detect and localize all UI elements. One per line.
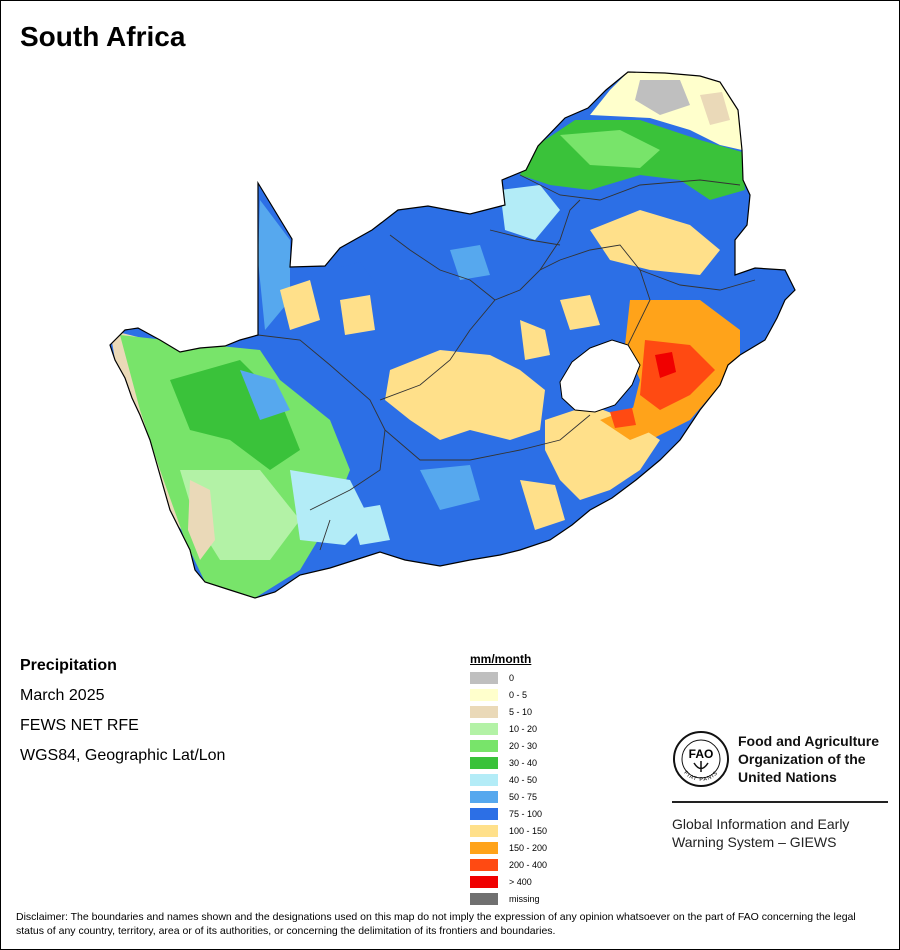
legend-item: 75 - 100 bbox=[470, 805, 547, 822]
legend-swatch bbox=[470, 824, 498, 837]
legend-item: 30 - 40 bbox=[470, 754, 547, 771]
svg-text:FAO: FAO bbox=[689, 747, 714, 761]
legend-label: 100 - 150 bbox=[509, 825, 548, 836]
legend-item: 20 - 30 bbox=[470, 737, 547, 754]
rainfall-region bbox=[120, 335, 350, 598]
rainfall-region bbox=[240, 370, 290, 420]
province-boundary-line bbox=[319, 519, 331, 551]
province-boundary-line bbox=[257, 334, 386, 511]
divider bbox=[672, 801, 888, 803]
legend-swatch bbox=[470, 858, 498, 871]
map-title: South Africa bbox=[20, 21, 186, 52]
legend-label: 50 - 75 bbox=[509, 791, 538, 802]
rainfall-region bbox=[655, 352, 676, 378]
legend-swatch bbox=[470, 756, 498, 769]
rainfall-region bbox=[560, 295, 600, 330]
disclaimer: Disclaimer: The boundaries and names sho… bbox=[16, 910, 886, 938]
province-boundary-line bbox=[379, 259, 561, 401]
legend-label: 75 - 100 bbox=[509, 808, 543, 819]
legend-item: 150 - 200 bbox=[470, 839, 547, 856]
rainfall-region bbox=[450, 245, 490, 280]
time-period: March 2025 bbox=[20, 687, 105, 704]
legend-swatch bbox=[470, 739, 498, 752]
legend-item: 10 - 20 bbox=[470, 720, 547, 737]
rainfall-region bbox=[520, 480, 565, 530]
legend-swatch bbox=[470, 688, 498, 701]
legend-swatch bbox=[470, 892, 498, 905]
rainfall-region bbox=[635, 80, 690, 115]
fao-branding: FAO FIAT PANIS Food and Agriculture Orga… bbox=[672, 730, 888, 851]
rainfall-region bbox=[420, 465, 480, 510]
product-name: Precipitation bbox=[20, 657, 117, 674]
legend-item: 100 - 150 bbox=[470, 822, 547, 839]
rainfall-region bbox=[500, 185, 560, 240]
legend-swatch bbox=[470, 807, 498, 820]
rainfall-region bbox=[188, 480, 215, 560]
province-boundary-line bbox=[539, 199, 581, 271]
province-boundary-line bbox=[384, 414, 591, 461]
legend-label: missing bbox=[509, 893, 540, 904]
legend-swatch bbox=[470, 773, 498, 786]
legend-swatch bbox=[470, 705, 498, 718]
legend-item: missing bbox=[470, 890, 547, 907]
province-boundary-line bbox=[489, 229, 561, 246]
legend-swatch bbox=[470, 875, 498, 888]
legend-label: 150 - 200 bbox=[509, 842, 548, 853]
projection-info: WGS84, Geographic Lat/Lon bbox=[20, 747, 226, 764]
country-outline bbox=[109, 71, 796, 599]
province-boundary-line bbox=[389, 234, 496, 301]
legend-items: 0 0 - 5 5 - 10 10 - 20 20 - 30 30 - 40 40 - 50… bbox=[470, 669, 547, 907]
map-fill-layer bbox=[110, 72, 795, 598]
lesotho-hole bbox=[559, 339, 641, 413]
rainfall-region bbox=[350, 505, 390, 545]
legend-item: 5 - 10 bbox=[470, 703, 547, 720]
legend-swatch bbox=[470, 790, 498, 803]
legend-label: 40 - 50 bbox=[509, 774, 538, 785]
giews-name: Global Information and Early Warning Sys… bbox=[672, 816, 850, 850]
legend-swatch bbox=[470, 841, 498, 854]
data-source: FEWS NET RFE bbox=[20, 717, 139, 734]
province-boundaries bbox=[257, 174, 756, 551]
rainfall-region bbox=[560, 130, 660, 168]
legend-item: 0 - 5 bbox=[470, 686, 547, 703]
legend-label: 5 - 10 bbox=[509, 706, 533, 717]
rainfall-region bbox=[290, 470, 370, 545]
legend-swatch bbox=[470, 722, 498, 735]
rainfall-region bbox=[385, 350, 545, 440]
legend-label: 20 - 30 bbox=[509, 740, 538, 751]
province-boundary-line bbox=[559, 244, 651, 346]
fao-logo-icon: FAO FIAT PANIS bbox=[673, 731, 729, 787]
legend-label: 30 - 40 bbox=[509, 757, 538, 768]
legend-item: 0 bbox=[470, 669, 547, 686]
legend-title: mm/month bbox=[470, 652, 532, 666]
legend-label: 0 - 5 bbox=[509, 689, 528, 700]
legend-item: 40 - 50 bbox=[470, 771, 547, 788]
province-boundary-line bbox=[519, 174, 741, 201]
legend-label: 200 - 400 bbox=[509, 859, 548, 870]
legend-item: 200 - 400 bbox=[470, 856, 547, 873]
legend-label: 10 - 20 bbox=[509, 723, 538, 734]
rainfall-region bbox=[340, 295, 375, 335]
rainfall-region bbox=[610, 408, 636, 428]
legend-label: 0 bbox=[509, 672, 515, 683]
rainfall-region bbox=[590, 210, 720, 275]
rainfall-region bbox=[280, 280, 320, 330]
legend-item: 50 - 75 bbox=[470, 788, 547, 805]
province-boundary-line bbox=[639, 269, 756, 291]
legend-swatch bbox=[470, 671, 498, 684]
map-metadata: Precipitation March 2025 FEWS NET RFE WG… bbox=[20, 656, 225, 776]
fao-name: Food and Agriculture Organization of the… bbox=[738, 733, 880, 785]
rainfall-region bbox=[700, 92, 730, 125]
rainfall-region bbox=[520, 320, 550, 360]
legend: mm/month 0 0 - 5 5 - 10 10 - 20 20 - 30 30 - … bbox=[470, 651, 547, 907]
legend-item: > 400 bbox=[470, 873, 547, 890]
rainfall-regions bbox=[110, 72, 745, 598]
legend-label: > 400 bbox=[509, 876, 532, 887]
